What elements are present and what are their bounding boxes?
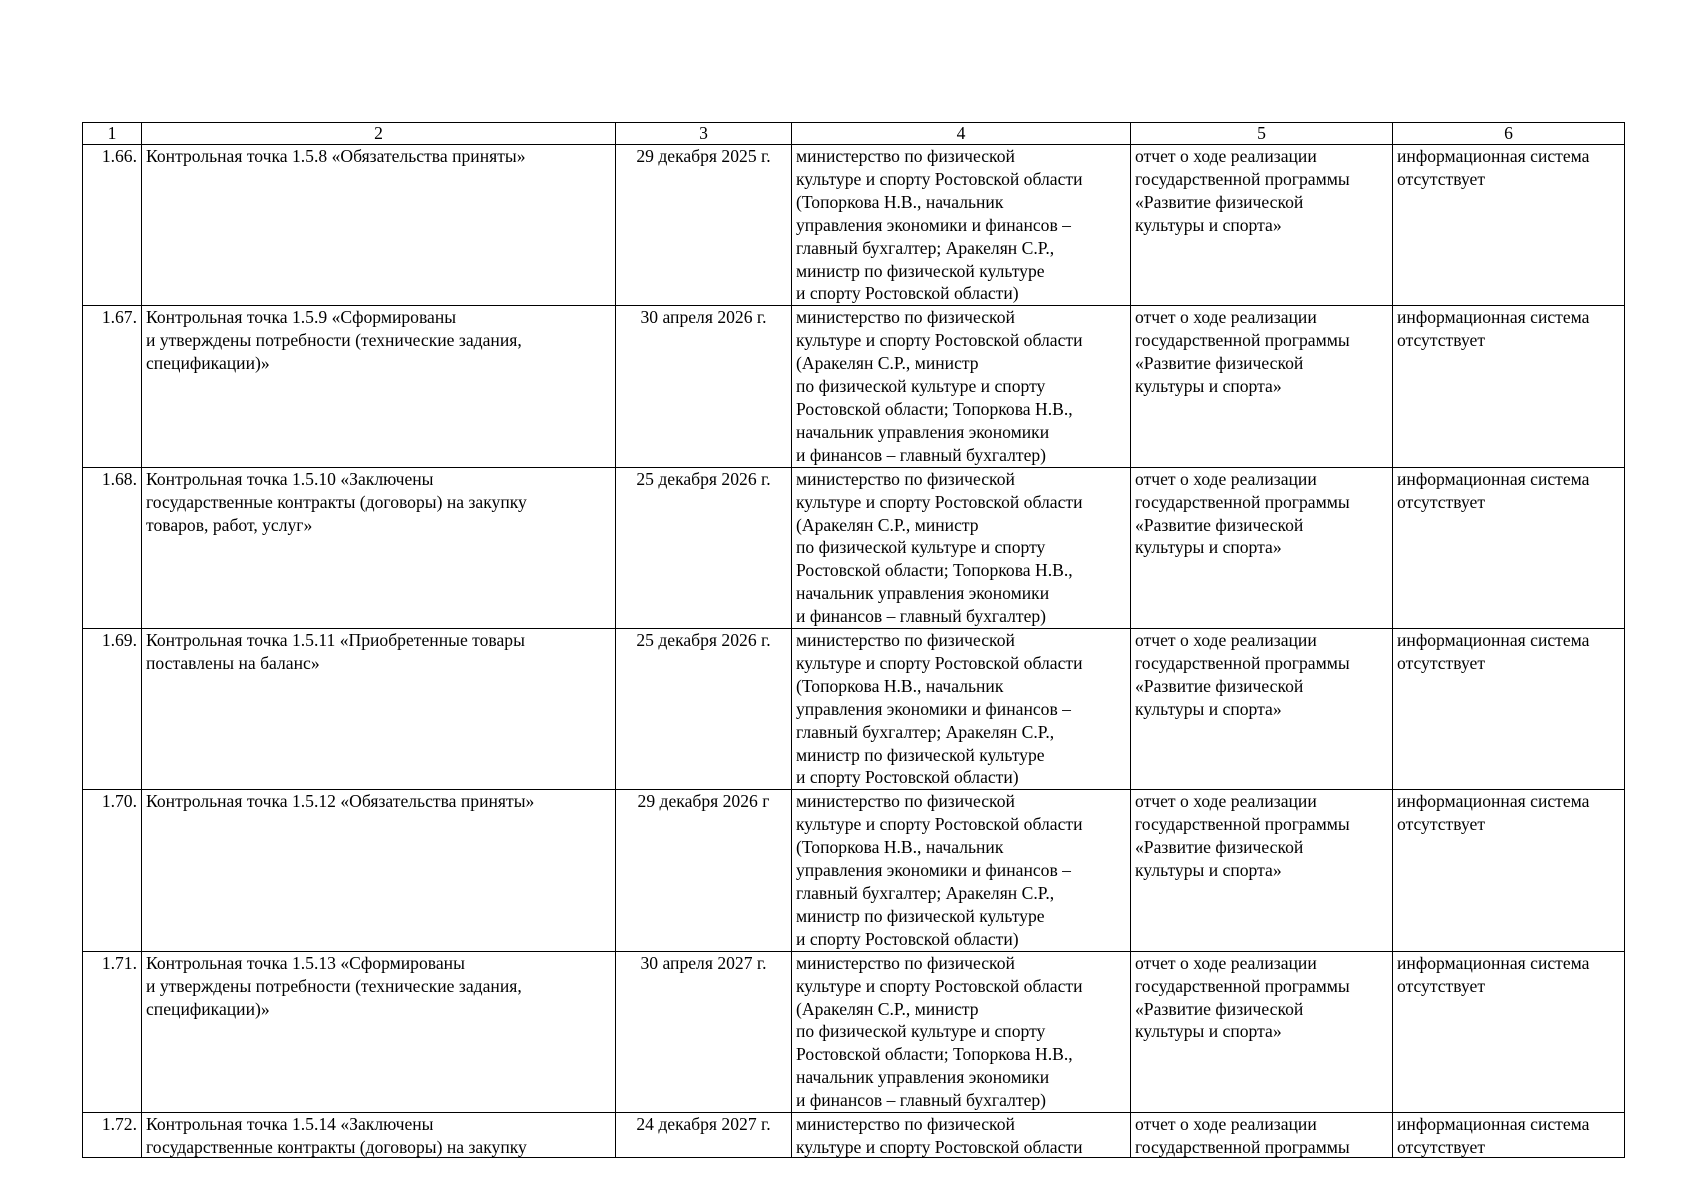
table-row: 1.71. Контрольная точка 1.5.13 «Сформиров… <box>82 950 1625 1114</box>
responsible-party-cell: министерство по физической культуре и сп… <box>791 789 1131 952</box>
confirming-document-cell: отчет о ходе реализации государственной … <box>1130 305 1393 468</box>
control-point-name-cell: Контрольная точка 1.5.11 «Приобретенные … <box>141 628 616 791</box>
due-date: 25 декабря 2026 г. <box>636 630 771 651</box>
confirming-document: отчет о ходе реализации государственной … <box>1135 1114 1350 1157</box>
confirming-document-cell: отчет о ходе реализации государственной … <box>1130 950 1393 1114</box>
row-number-cell: 1.72. <box>82 1112 142 1159</box>
confirming-document: отчет о ходе реализации государственной … <box>1135 952 1350 1042</box>
row-number: 1.67. <box>101 307 137 328</box>
confirming-document-cell: отчет о ходе реализации государственной … <box>1130 143 1393 307</box>
due-date-cell: 30 апреля 2026 г. <box>615 305 792 468</box>
column-number-header-row: 1 2 3 4 5 6 <box>82 122 1625 145</box>
control-point-name-cell: Контрольная точка 1.5.13 «Сформированы и… <box>141 950 616 1114</box>
due-date-cell: 24 декабря 2027 г. <box>615 1112 792 1159</box>
responsible-party-cell: министерство по физической культуре и сп… <box>791 628 1131 791</box>
responsible-party-cell: министерство по физической культуре и сп… <box>791 305 1131 468</box>
column-header: 1 <box>82 122 142 145</box>
confirming-document: отчет о ходе реализации государственной … <box>1135 146 1350 235</box>
control-point-name: Контрольная точка 1.5.13 «Сформированы и… <box>146 952 522 1019</box>
responsible-party-cell: министерство по физической культуре и сп… <box>791 466 1131 630</box>
table-row: 1.67. Контрольная точка 1.5.9 «Сформирова… <box>82 305 1625 468</box>
table-row: 1.72. Контрольная точка 1.5.14 «Заключены… <box>82 1112 1625 1159</box>
control-point-name: Контрольная точка 1.5.12 «Обязательства … <box>146 791 535 812</box>
row-number-cell: 1.71. <box>82 950 142 1114</box>
column-header: 4 <box>791 122 1131 145</box>
due-date: 29 декабря 2025 г. <box>636 146 771 166</box>
row-number-cell: 1.67. <box>82 305 142 468</box>
responsible-party: министерство по физической культуре и сп… <box>796 307 1083 465</box>
information-system-cell: информационная система отсутствует <box>1392 950 1625 1114</box>
control-point-name: Контрольная точка 1.5.11 «Приобретенные … <box>146 630 525 673</box>
information-system-cell: информационная система отсутствует <box>1392 143 1625 307</box>
control-point-name-cell: Контрольная точка 1.5.8 «Обязательства п… <box>141 143 616 307</box>
information-system: информационная система отсутствует <box>1397 952 1590 996</box>
responsible-party-cell: министерство по физической культуре и сп… <box>791 1112 1131 1159</box>
row-number: 1.72. <box>101 1114 137 1135</box>
row-number: 1.69. <box>101 630 137 651</box>
control-point-name-cell: Контрольная точка 1.5.9 «Сформированы и … <box>141 305 616 468</box>
responsible-party: министерство по физической культуре и сп… <box>796 146 1083 304</box>
control-point-name: Контрольная точка 1.5.8 «Обязательства п… <box>146 146 526 166</box>
table-row: 1.68. Контрольная точка 1.5.10 «Заключены… <box>82 466 1625 630</box>
control-point-name: Контрольная точка 1.5.9 «Сформированы и … <box>146 307 522 374</box>
due-date: 24 декабря 2027 г. <box>636 1114 771 1135</box>
due-date: 25 декабря 2026 г. <box>636 468 771 489</box>
row-number: 1.70. <box>101 791 137 812</box>
control-point-name: Контрольная точка 1.5.10 «Заключены госу… <box>146 468 527 535</box>
information-system: информационная система отсутствует <box>1397 630 1590 673</box>
confirming-document: отчет о ходе реализации государственной … <box>1135 307 1350 397</box>
row-number-cell: 1.69. <box>82 628 142 791</box>
column-header: 3 <box>615 122 792 145</box>
due-date-cell: 25 декабря 2026 г. <box>615 628 792 791</box>
table-row: 1.66. Контрольная точка 1.5.8 «Обязательс… <box>82 143 1625 307</box>
row-number-cell: 1.66. <box>82 143 142 307</box>
information-system: информационная система отсутствует <box>1397 468 1590 512</box>
due-date: 29 декабря 2026 г <box>637 791 770 812</box>
responsible-party: министерство по физической культуре и сп… <box>796 630 1083 788</box>
due-date: 30 апреля 2026 г. <box>640 307 767 328</box>
due-date: 30 апреля 2027 г. <box>640 952 767 973</box>
table-row: 1.70. Контрольная точка 1.5.12 «Обязатель… <box>82 789 1625 952</box>
control-point-name-cell: Контрольная точка 1.5.12 «Обязательства … <box>141 789 616 952</box>
confirming-document-cell: отчет о ходе реализации государственной … <box>1130 466 1393 630</box>
confirming-document: отчет о ходе реализации государственной … <box>1135 630 1350 719</box>
row-number: 1.68. <box>101 468 137 489</box>
information-system-cell: информационная система отсутствует <box>1392 1112 1625 1159</box>
column-header: 5 <box>1130 122 1393 145</box>
confirming-document-cell: отчет о ходе реализации государственной … <box>1130 628 1393 791</box>
row-number: 1.66. <box>101 146 137 166</box>
confirming-document-cell: отчет о ходе реализации государственной … <box>1130 1112 1393 1159</box>
responsible-party: министерство по физической культуре и сп… <box>796 468 1083 627</box>
responsible-party: министерство по физической культуре и сп… <box>796 1114 1083 1157</box>
row-number: 1.71. <box>101 952 137 973</box>
due-date-cell: 29 декабря 2025 г. <box>615 143 792 307</box>
responsible-party-cell: министерство по физической культуре и сп… <box>791 143 1131 307</box>
information-system: информационная система отсутствует <box>1397 791 1590 835</box>
control-points-table: 1 2 3 4 5 6 1.66. Контрольная точка 1.5.8… <box>82 122 1625 1159</box>
responsible-party-cell: министерство по физической культуре и сп… <box>791 950 1131 1114</box>
row-number-cell: 1.70. <box>82 789 142 952</box>
column-header: 6 <box>1392 122 1625 145</box>
control-point-name-cell: Контрольная точка 1.5.10 «Заключены госу… <box>141 466 616 630</box>
information-system-cell: информационная система отсутствует <box>1392 628 1625 791</box>
responsible-party: министерство по физической культуре и сп… <box>796 791 1083 949</box>
control-point-name-cell: Контрольная точка 1.5.14 «Заключены госу… <box>141 1112 616 1159</box>
due-date-cell: 25 декабря 2026 г. <box>615 466 792 630</box>
confirming-document: отчет о ходе реализации государственной … <box>1135 791 1350 881</box>
confirming-document: отчет о ходе реализации государственной … <box>1135 468 1350 558</box>
due-date-cell: 29 декабря 2026 г <box>615 789 792 952</box>
information-system: информационная система отсутствует <box>1397 146 1590 189</box>
table-row: 1.69. Контрольная точка 1.5.11 «Приобрете… <box>82 628 1625 791</box>
information-system-cell: информационная система отсутствует <box>1392 305 1625 468</box>
information-system-cell: информационная система отсутствует <box>1392 466 1625 630</box>
responsible-party: министерство по физической культуре и сп… <box>796 952 1083 1111</box>
information-system: информационная система отсутствует <box>1397 307 1590 351</box>
information-system: информационная система отсутствует <box>1397 1114 1590 1157</box>
column-header: 2 <box>141 122 616 145</box>
row-number-cell: 1.68. <box>82 466 142 630</box>
information-system-cell: информационная система отсутствует <box>1392 789 1625 952</box>
control-point-name: Контрольная точка 1.5.14 «Заключены госу… <box>146 1114 527 1157</box>
confirming-document-cell: отчет о ходе реализации государственной … <box>1130 789 1393 952</box>
due-date-cell: 30 апреля 2027 г. <box>615 950 792 1114</box>
